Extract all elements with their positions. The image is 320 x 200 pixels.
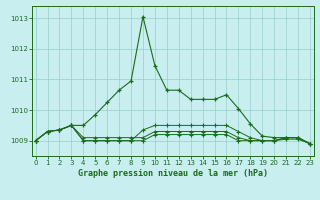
X-axis label: Graphe pression niveau de la mer (hPa): Graphe pression niveau de la mer (hPa) [78, 169, 268, 178]
